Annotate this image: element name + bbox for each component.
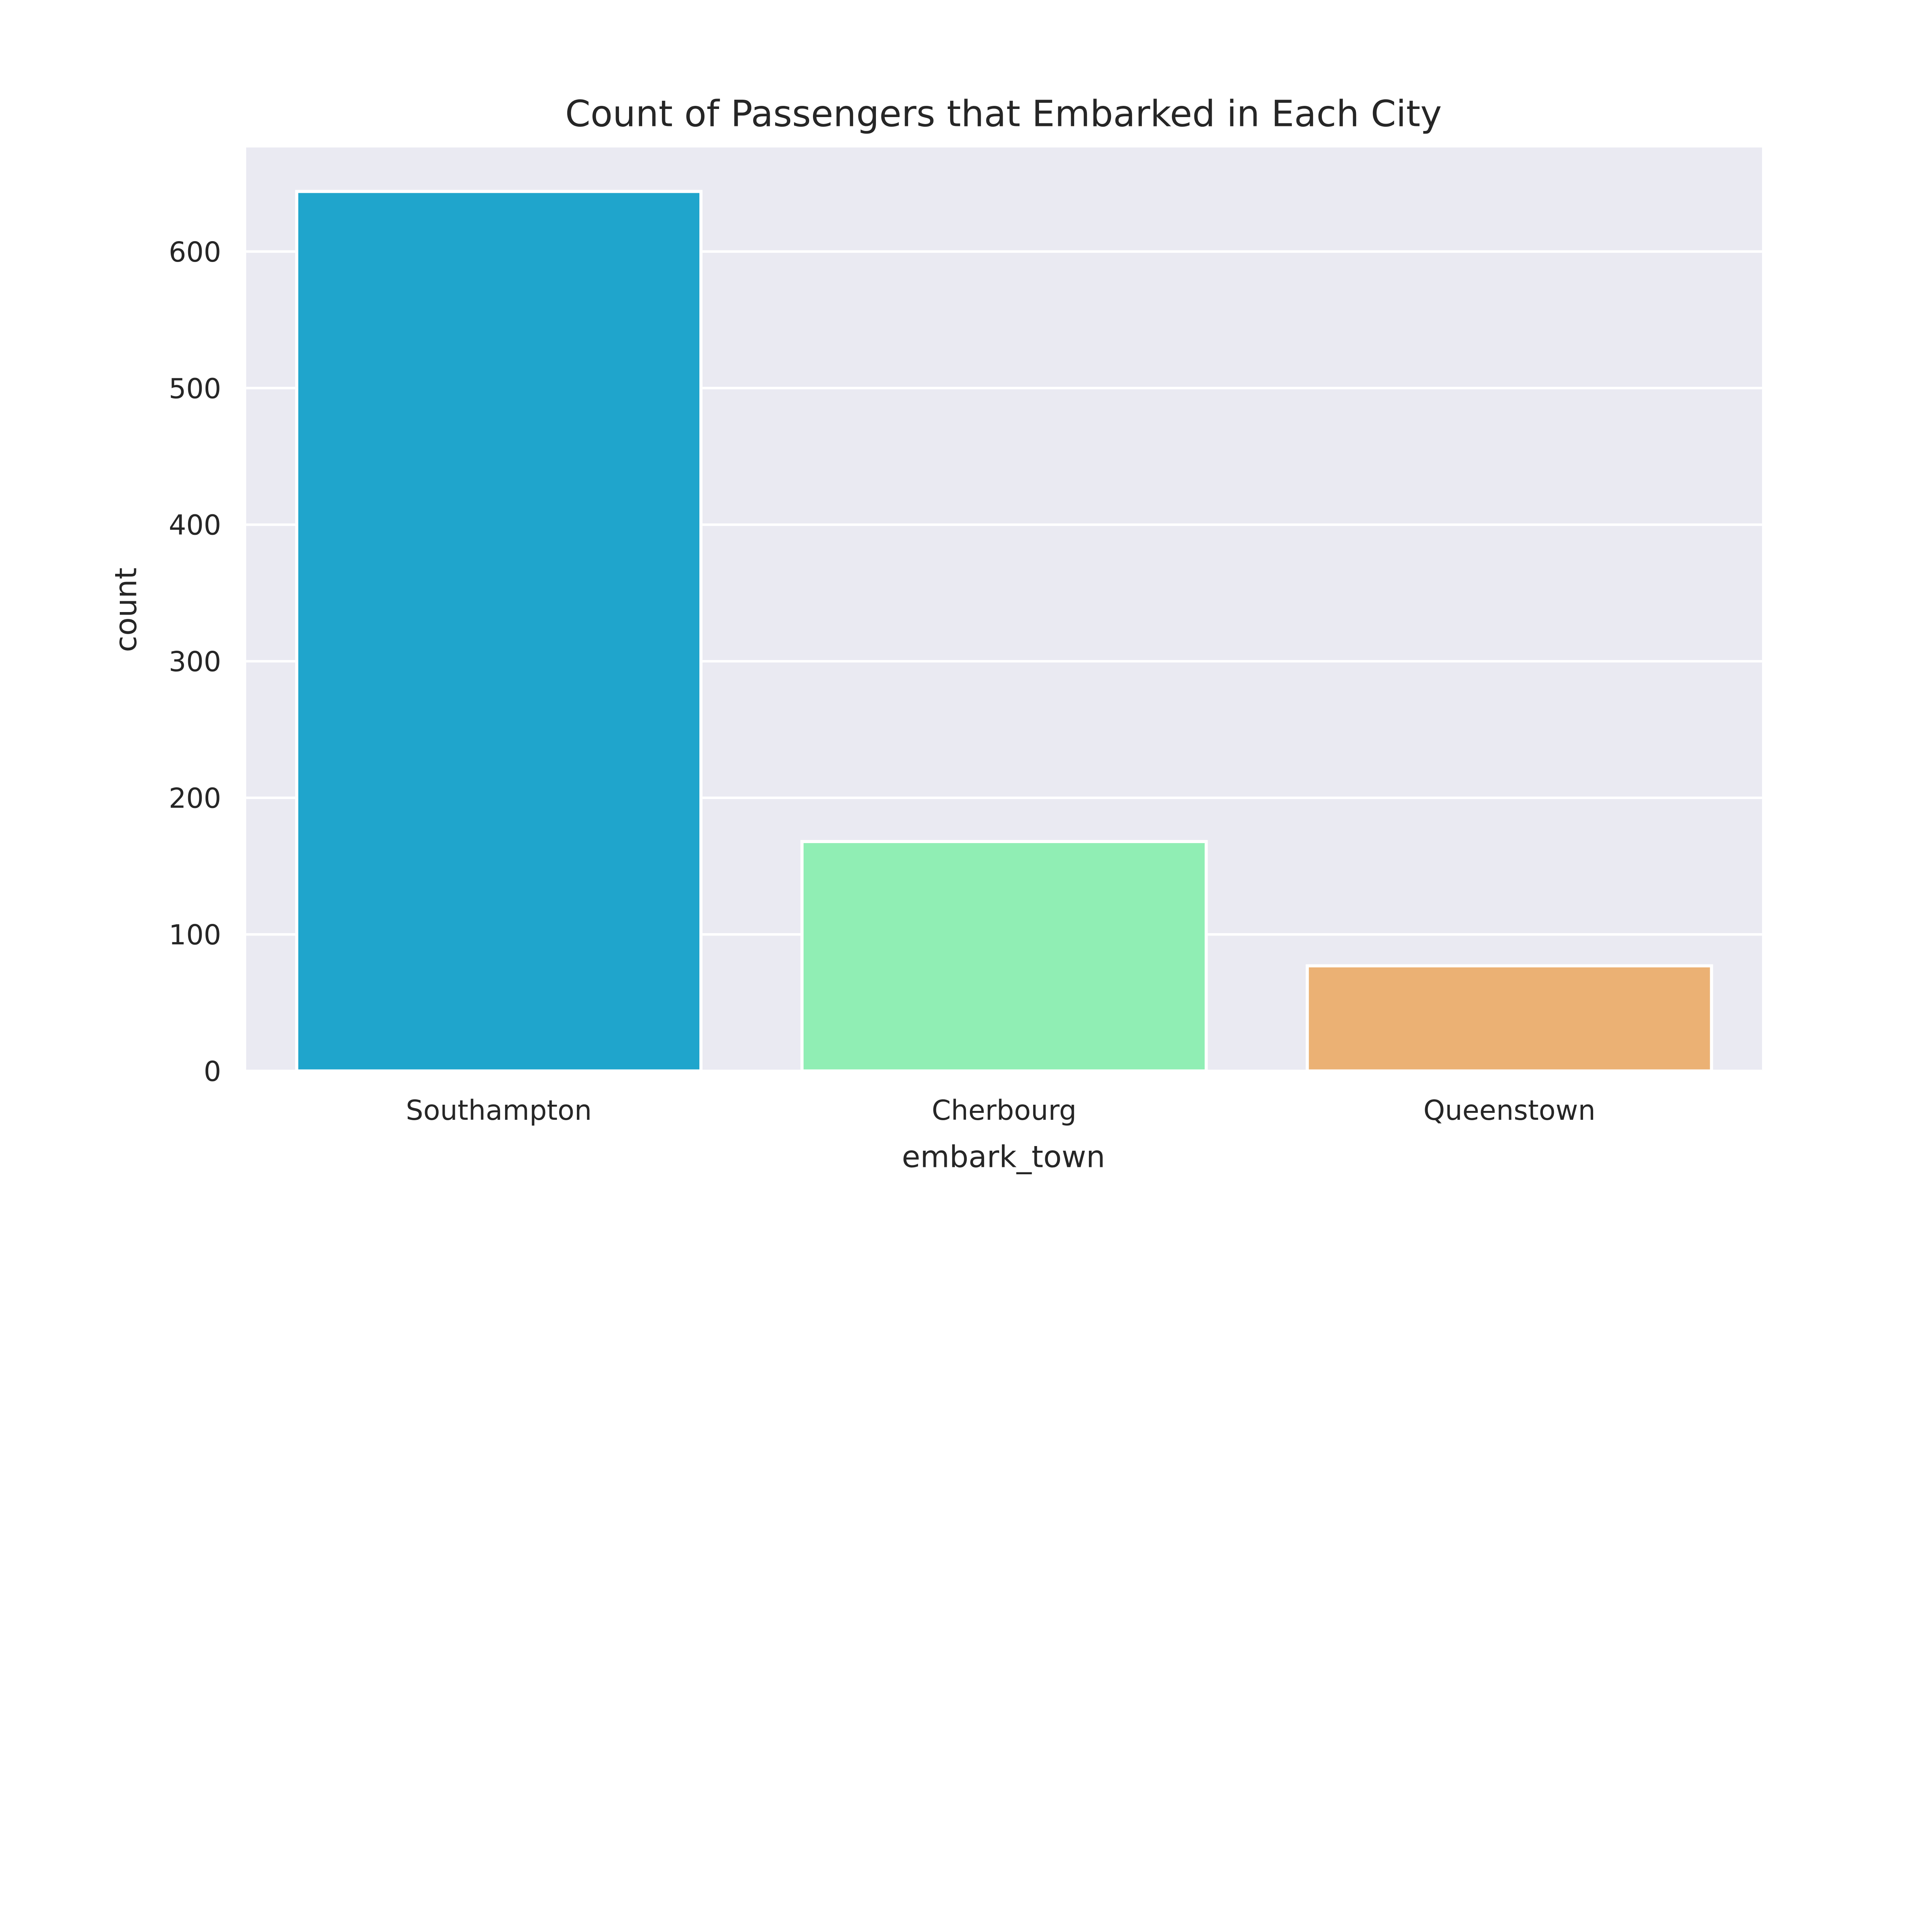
x-tick-label: Cherbourg [932, 1094, 1077, 1126]
chart-title: Count of Passengers that Embarked in Eac… [565, 93, 1442, 135]
x-tick-label: Southampton [406, 1094, 592, 1126]
bars [295, 190, 1713, 1073]
y-tick-labels: 0 100 200 300 400 500 600 [169, 236, 221, 1088]
bar-cherbourg [800, 840, 1208, 1073]
y-tick-label: 400 [169, 509, 221, 541]
x-axis-label: embark_town [902, 1140, 1105, 1175]
x-tick-label: Queenstown [1423, 1094, 1595, 1126]
y-tick-label: 600 [169, 236, 221, 268]
y-tick-label: 200 [169, 782, 221, 815]
x-tick-labels: Southampton Cherbourg Queenstown [406, 1094, 1595, 1126]
y-tick-label: 0 [204, 1056, 221, 1088]
y-tick-label: 500 [169, 372, 221, 405]
bar-southampton [295, 190, 703, 1073]
y-axis-label: count [109, 568, 144, 652]
bar-queenstown [1306, 964, 1713, 1073]
bar-chart: 0 100 200 300 400 500 600 Southampton Cherbourg… [109, 93, 1762, 1175]
y-tick-label: 100 [169, 919, 221, 951]
y-tick-label: 300 [169, 646, 221, 678]
